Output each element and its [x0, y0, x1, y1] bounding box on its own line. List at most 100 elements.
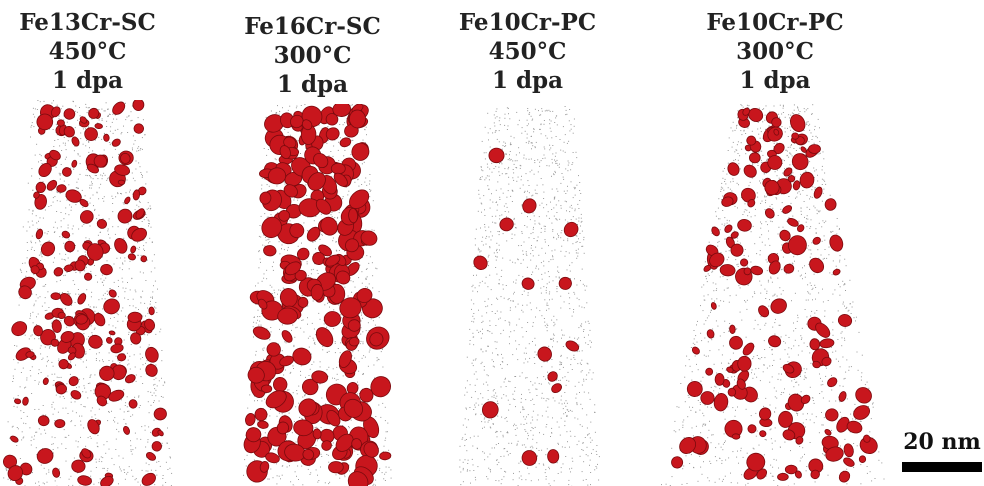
- alloy-label: Fe13Cr-SC: [19, 9, 156, 36]
- precipitate: [832, 268, 841, 276]
- precipitate: [71, 159, 78, 168]
- precipitate: [302, 448, 315, 461]
- precipitate: [764, 179, 780, 196]
- precipitate: [70, 390, 82, 400]
- precipitate: [521, 450, 538, 466]
- precipitate: [691, 346, 700, 355]
- precipitate: [363, 441, 379, 458]
- precipitates: [671, 107, 878, 483]
- precipitate: [265, 452, 280, 464]
- precipitate: [351, 142, 370, 161]
- precipitate: [345, 238, 359, 253]
- precipitate: [315, 327, 334, 348]
- precipitate: [837, 314, 853, 327]
- precipitate: [323, 311, 341, 327]
- precipitate: [310, 283, 324, 301]
- precipitate: [356, 288, 373, 303]
- precipitate: [127, 253, 136, 261]
- precipitate: [809, 257, 825, 274]
- temperature-label: 300°C: [736, 38, 814, 65]
- precipitate: [11, 321, 28, 337]
- precipitate: [815, 322, 831, 338]
- precipitate: [33, 191, 40, 199]
- precipitate: [700, 391, 715, 405]
- precipitate: [67, 352, 76, 361]
- precipitate: [96, 219, 108, 229]
- precipitate: [824, 429, 832, 436]
- precipitate: [787, 218, 799, 227]
- precipitate: [787, 235, 807, 256]
- precipitate: [799, 171, 815, 189]
- precipitate: [325, 254, 341, 267]
- precipitate: [88, 107, 100, 119]
- precipitate: [843, 443, 854, 458]
- precipitate: [79, 210, 94, 224]
- precipitate: [551, 383, 562, 393]
- precipitate: [81, 448, 92, 459]
- precipitate: [56, 119, 65, 127]
- precipitate: [736, 378, 746, 390]
- precipitate: [132, 100, 145, 111]
- precipitate: [843, 457, 855, 467]
- precipitate: [68, 376, 79, 387]
- precipitate: [558, 276, 572, 290]
- atom-probe-reconstruction: [650, 104, 900, 486]
- precipitate: [79, 198, 89, 208]
- precipitate: [124, 196, 131, 205]
- precipitate: [130, 245, 137, 254]
- precipitate: [103, 133, 110, 142]
- precipitate: [37, 415, 50, 427]
- precipitate: [709, 252, 725, 268]
- precipitate: [50, 106, 61, 118]
- precipitate: [782, 363, 795, 374]
- precipitate: [123, 425, 130, 435]
- precipitate: [348, 109, 367, 129]
- precipitate: [537, 346, 552, 362]
- precipitate: [750, 265, 764, 276]
- precipitate: [75, 314, 88, 325]
- precipitate: [277, 307, 298, 325]
- precipitate: [790, 114, 806, 133]
- dose-label: 1 dpa: [739, 67, 811, 94]
- precipitate: [63, 315, 75, 327]
- precipitate: [824, 198, 837, 211]
- precipitate: [846, 420, 863, 434]
- precipitate: [315, 198, 332, 215]
- panel-label: Fe10Cr-PC 450°C 1 dpa: [440, 8, 615, 95]
- precipitate: [320, 216, 338, 236]
- precipitate: [783, 167, 793, 177]
- precipitate: [71, 459, 86, 473]
- precipitate: [71, 136, 80, 147]
- atom-probe-reconstruction: [239, 104, 394, 486]
- precipitate: [266, 342, 281, 357]
- precipitate: [321, 440, 332, 451]
- scale-bar: 20 nm: [902, 429, 982, 472]
- precipitate: [63, 264, 74, 272]
- precipitate: [301, 119, 313, 131]
- precipitate: [747, 199, 756, 208]
- precipitate: [825, 408, 839, 422]
- precipitate: [330, 162, 346, 175]
- precipitate: [259, 461, 270, 473]
- precipitate: [360, 230, 378, 246]
- precipitate: [55, 384, 68, 395]
- precipitate: [726, 366, 734, 373]
- precipitate: [522, 198, 537, 214]
- precipitate: [743, 164, 757, 178]
- precipitate: [325, 127, 340, 141]
- precipitate: [858, 455, 867, 463]
- precipitate: [128, 399, 138, 409]
- precipitate: [263, 245, 277, 257]
- dose-label: 1 dpa: [491, 67, 564, 94]
- precipitate: [50, 338, 60, 347]
- precipitate: [312, 252, 326, 266]
- precipitate: [565, 340, 580, 352]
- precipitate: [481, 401, 499, 419]
- precipitate: [38, 162, 52, 178]
- precipitate: [812, 360, 821, 369]
- precipitate: [108, 389, 125, 402]
- precipitate: [124, 374, 136, 384]
- matrix-atoms: [459, 106, 600, 486]
- precipitate: [117, 353, 127, 362]
- precipitate: [279, 145, 291, 160]
